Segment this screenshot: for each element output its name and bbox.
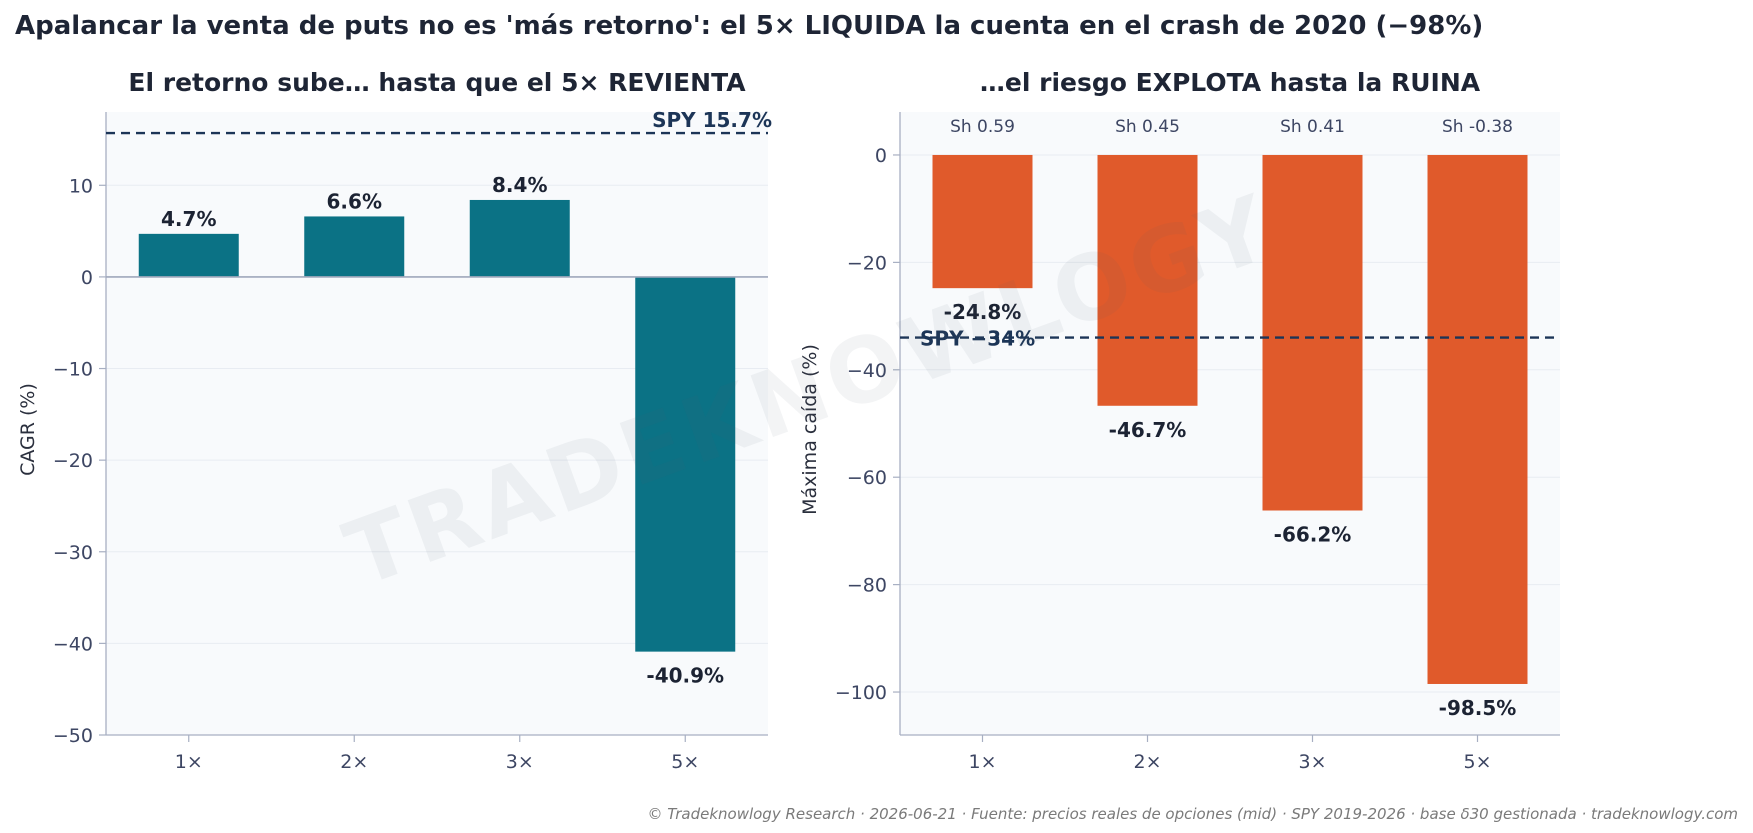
cagr-y-axis-label: CAGR (%) — [17, 383, 39, 476]
sharpe-label: Sh 0.59 — [950, 117, 1015, 137]
drawdown-xtick-label: 2× — [1133, 751, 1161, 773]
cagr-panel: 10 0 −10 −20 −30 −40 −50 4.7% 1× 6.6% 2× 8.4% 3× -40.… — [17, 68, 772, 773]
drawdown-ytick-label: −100 — [835, 682, 887, 704]
drawdown-xtick-label: 5× — [1463, 751, 1491, 773]
figure-title: Apalancar la venta de puts no es 'más re… — [15, 11, 1484, 41]
cagr-title: El retorno sube… hasta que el 5× REVIENT… — [128, 68, 746, 97]
cagr-ytick-label: 10 — [69, 175, 93, 197]
cagr-spy-label: SPY 15.7% — [652, 108, 772, 132]
cagr-xtick-label: 3× — [506, 751, 534, 773]
drawdown-bar — [1427, 154, 1528, 684]
cagr-xtick-label: 5× — [671, 751, 699, 773]
drawdown-value-label: -98.5% — [1439, 696, 1517, 720]
cagr-value-label: 8.4% — [492, 173, 547, 197]
drawdown-ytick-label: −80 — [847, 575, 887, 597]
cagr-bar — [138, 233, 239, 277]
drawdown-xtick-label: 3× — [1298, 751, 1326, 773]
drawdown-y-axis-label: Máxima caída (%) — [799, 344, 821, 515]
cagr-bar — [469, 199, 570, 277]
sharpe-label: Sh 0.45 — [1115, 117, 1180, 137]
drawdown-value-label: -24.8% — [944, 300, 1022, 324]
drawdown-panel: 0 −20 −40 −60 −80 −100 -24.8% 1× Sh 0.59 -46.7% 2×… — [799, 68, 1560, 773]
drawdown-bar — [1097, 154, 1198, 406]
cagr-xtick-label: 1× — [175, 751, 203, 773]
drawdown-ytick-label: −40 — [847, 360, 887, 382]
cagr-value-label: 6.6% — [327, 189, 382, 213]
sharpe-label: Sh -0.38 — [1442, 117, 1513, 137]
cagr-bar — [304, 216, 405, 277]
cagr-xtick-label: 2× — [340, 751, 368, 773]
footer-credits: © Tradeknowlogy Research · 2026-06-21 · … — [647, 805, 1738, 823]
drawdown-bar — [1262, 154, 1363, 511]
cagr-ytick-label: −40 — [53, 633, 93, 655]
cagr-bar — [635, 276, 736, 652]
drawdown-title: …el riesgo EXPLOTA hasta la RUINA — [980, 68, 1481, 97]
sharpe-label: Sh 0.41 — [1280, 117, 1345, 137]
drawdown-xtick-label: 1× — [968, 751, 996, 773]
cagr-ytick-label: −50 — [53, 725, 93, 747]
drawdown-ytick-label: −20 — [847, 252, 887, 274]
cagr-ytick-label: 0 — [81, 267, 93, 289]
cagr-ytick-label: −20 — [53, 450, 93, 472]
drawdown-ytick-label: 0 — [875, 145, 887, 167]
drawdown-value-label: -46.7% — [1109, 418, 1187, 442]
drawdown-value-label: -66.2% — [1274, 523, 1352, 547]
cagr-ytick-label: −30 — [53, 542, 93, 564]
drawdown-bar — [932, 154, 1033, 289]
cagr-value-label: -40.9% — [646, 664, 724, 688]
cagr-ytick-label: −10 — [53, 359, 93, 381]
drawdown-spy-label: SPY −34% — [920, 327, 1035, 351]
cagr-value-label: 4.7% — [161, 207, 216, 231]
drawdown-ytick-label: −60 — [847, 467, 887, 489]
